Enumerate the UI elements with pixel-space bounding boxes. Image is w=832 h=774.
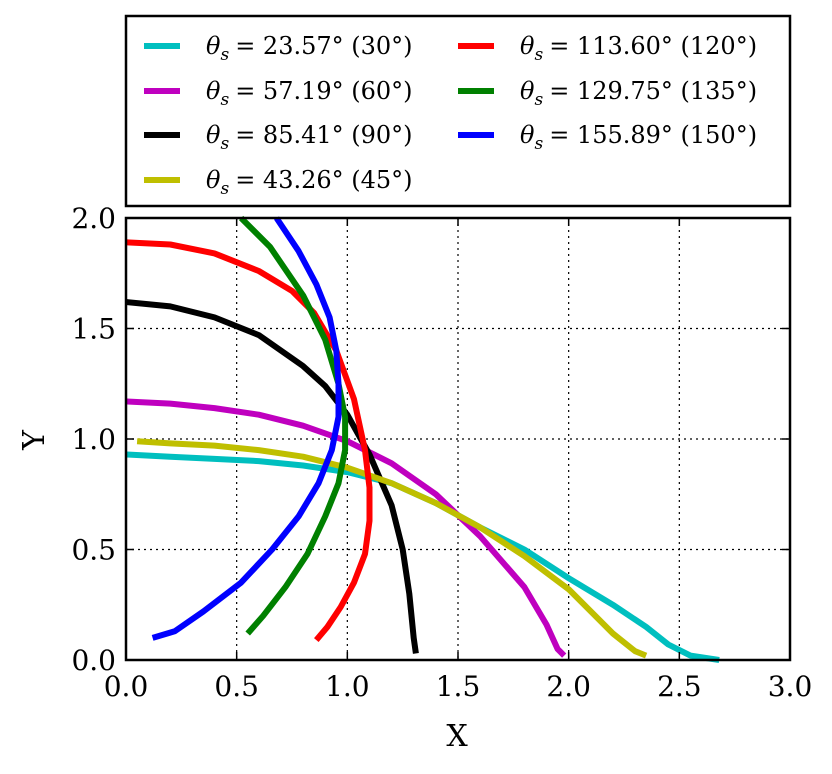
legend: θs = 23.57° (30°) θs = 57.19° (60°) θs = 85.4… bbox=[124, 14, 792, 208]
series-line-7 bbox=[151, 216, 342, 641]
y-tick-label: 0.0 bbox=[71, 644, 116, 677]
x-tick-label: 2.0 bbox=[546, 670, 591, 703]
series-line-5 bbox=[125, 239, 373, 643]
series-line-2 bbox=[125, 398, 567, 658]
y-tick-label: 1.5 bbox=[71, 313, 116, 346]
legend-label-6: θs = 129.75° (135°) bbox=[520, 77, 757, 110]
y-tick-label: 1.0 bbox=[71, 423, 116, 456]
x-tick-label: 0.5 bbox=[214, 670, 259, 703]
legend-label-4: θs = 43.26° (45°) bbox=[206, 166, 413, 199]
x-tick-label: 1.5 bbox=[436, 670, 481, 703]
y-tick-label: 0.5 bbox=[71, 534, 116, 567]
legend-label-7: θs = 155.89° (150°) bbox=[520, 121, 757, 154]
x-axis-label: X bbox=[446, 719, 468, 754]
x-tick-label: 0.0 bbox=[104, 670, 149, 703]
grid-lines bbox=[126, 218, 790, 660]
legend-label-5: θs = 113.60° (120°) bbox=[520, 32, 757, 65]
y-tick-label: 2.0 bbox=[71, 202, 116, 235]
series-lines bbox=[125, 215, 720, 663]
x-tick-label: 1.0 bbox=[325, 670, 370, 703]
legend-label-1: θs = 23.57° (30°) bbox=[206, 32, 413, 65]
x-tick-label: 3.0 bbox=[768, 670, 813, 703]
x-tick-label: 2.5 bbox=[657, 670, 702, 703]
y-axis-label: Y bbox=[17, 429, 52, 451]
x-axis-ticks: 0.0 0.5 1.0 1.5 2.0 2.5 3.0 bbox=[104, 218, 813, 703]
plot-area: 0.0 0.5 1.0 1.5 2.0 2.5 3.0 0.0 0.5 1.0 1.5 2.0 bbox=[71, 202, 812, 703]
legend-label-3: θs = 85.41° (90°) bbox=[206, 121, 413, 154]
y-axis-ticks: 0.0 0.5 1.0 1.5 2.0 bbox=[71, 202, 790, 677]
legend-label-2: θs = 57.19° (60°) bbox=[206, 77, 413, 110]
series-line-4 bbox=[136, 438, 648, 659]
series-line-6 bbox=[238, 215, 349, 636]
